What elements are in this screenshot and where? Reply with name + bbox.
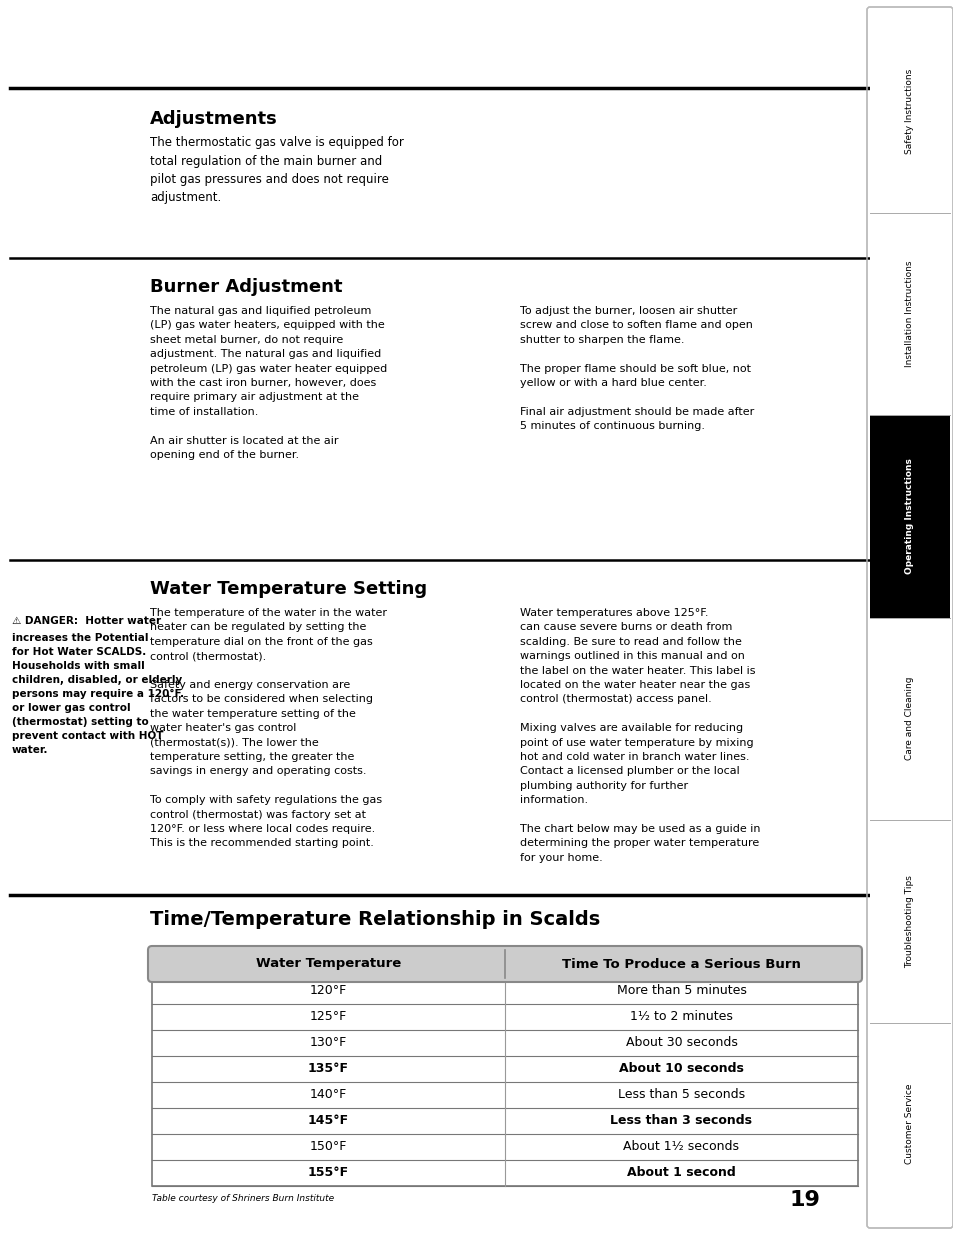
- Text: Water Temperature: Water Temperature: [255, 957, 400, 971]
- Bar: [869, 415, 949, 618]
- Text: Adjustments: Adjustments: [150, 110, 277, 128]
- Text: 150°F: 150°F: [310, 1140, 347, 1153]
- Text: 1¹⁄₂ to 2 minutes: 1¹⁄₂ to 2 minutes: [629, 1010, 732, 1024]
- Text: The thermostatic gas valve is equipped for
total regulation of the main burner a: The thermostatic gas valve is equipped f…: [150, 136, 403, 205]
- Text: Time/Temperature Relationship in Scalds: Time/Temperature Relationship in Scalds: [150, 910, 599, 929]
- FancyBboxPatch shape: [148, 946, 862, 982]
- Text: More than 5 minutes: More than 5 minutes: [616, 984, 745, 998]
- Text: increases the Potential
for Hot Water SCALDS.
Households with small
children, di: increases the Potential for Hot Water SC…: [12, 634, 184, 755]
- Text: Troubleshooting Tips: Troubleshooting Tips: [904, 874, 914, 968]
- Bar: [869, 618, 949, 820]
- Text: The temperature of the water in the water
heater can be regulated by setting the: The temperature of the water in the wate…: [150, 608, 387, 848]
- Text: 120°F: 120°F: [310, 984, 347, 998]
- Text: About 10 seconds: About 10 seconds: [618, 1062, 743, 1076]
- Text: Less than 3 seconds: Less than 3 seconds: [610, 1114, 752, 1128]
- Text: Care and Cleaning: Care and Cleaning: [904, 677, 914, 761]
- Text: 130°F: 130°F: [310, 1036, 347, 1050]
- Text: Table courtesy of Shriners Burn Institute: Table courtesy of Shriners Burn Institut…: [152, 1194, 334, 1203]
- Text: 135°F: 135°F: [308, 1062, 349, 1076]
- Text: To adjust the burner, loosen air shutter
screw and close to soften flame and ope: To adjust the burner, loosen air shutter…: [519, 306, 754, 431]
- Text: 125°F: 125°F: [310, 1010, 347, 1024]
- Text: The natural gas and liquified petroleum
(LP) gas water heaters, equipped with th: The natural gas and liquified petroleum …: [150, 306, 387, 459]
- Text: Time To Produce a Serious Burn: Time To Produce a Serious Burn: [561, 957, 801, 971]
- Bar: [869, 212, 949, 415]
- Text: Safety Instructions: Safety Instructions: [904, 69, 914, 154]
- Bar: [869, 10, 949, 212]
- Text: About 1 second: About 1 second: [626, 1167, 735, 1179]
- Text: About 1¹⁄₂ seconds: About 1¹⁄₂ seconds: [623, 1140, 739, 1153]
- Text: Less than 5 seconds: Less than 5 seconds: [618, 1088, 744, 1102]
- Bar: [869, 820, 949, 1023]
- Text: 140°F: 140°F: [310, 1088, 347, 1102]
- Text: 19: 19: [788, 1191, 820, 1210]
- Text: 145°F: 145°F: [308, 1114, 349, 1128]
- Text: Burner Adjustment: Burner Adjustment: [150, 278, 342, 296]
- Bar: [869, 1023, 949, 1225]
- Text: Operating Instructions: Operating Instructions: [904, 458, 914, 574]
- Text: About 30 seconds: About 30 seconds: [625, 1036, 737, 1050]
- Text: Water temperatures above 125°F.
can cause severe burns or death from
scalding. B: Water temperatures above 125°F. can caus…: [519, 608, 760, 863]
- Text: Installation Instructions: Installation Instructions: [904, 261, 914, 367]
- Text: Customer Service: Customer Service: [904, 1083, 914, 1165]
- Text: 155°F: 155°F: [308, 1167, 349, 1179]
- Bar: [152, 950, 857, 1186]
- FancyBboxPatch shape: [866, 7, 952, 1228]
- Text: ⚠ DANGER:  Hotter water: ⚠ DANGER: Hotter water: [12, 616, 161, 626]
- Text: Water Temperature Setting: Water Temperature Setting: [150, 580, 427, 598]
